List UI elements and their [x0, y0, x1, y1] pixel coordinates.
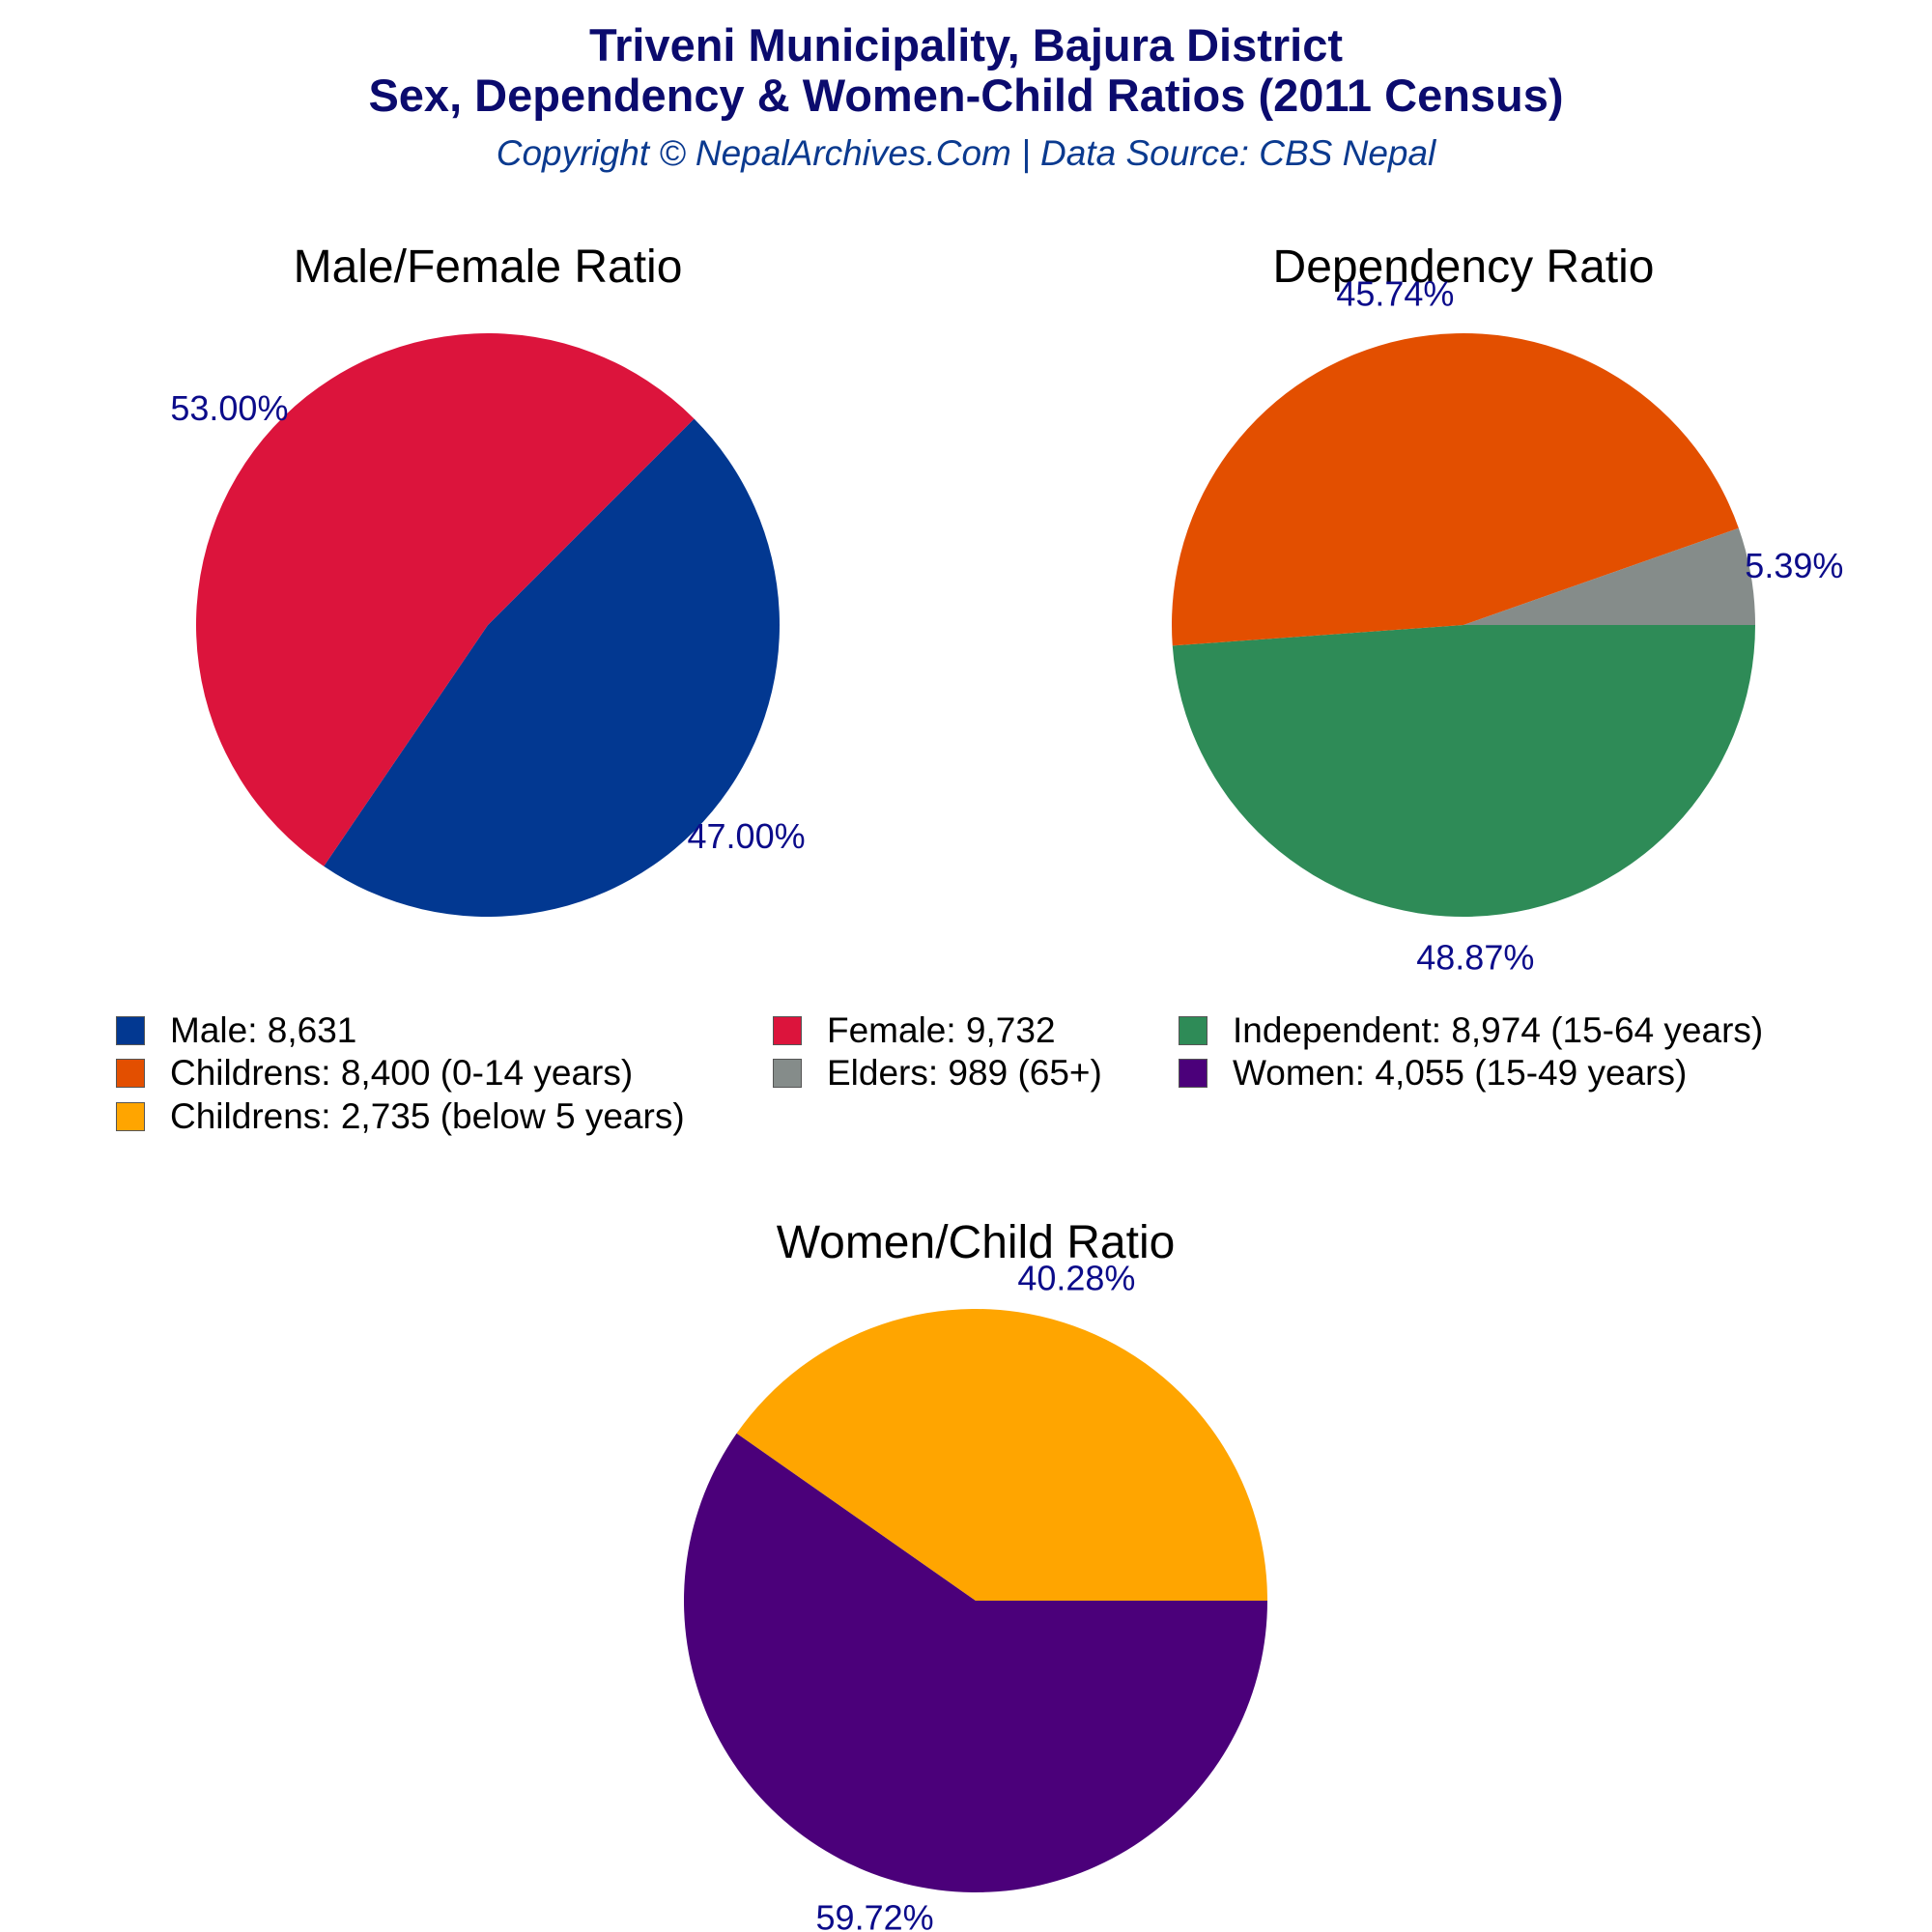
- pie-slice: [1463, 527, 1755, 625]
- pie-title: Male/Female Ratio: [294, 242, 683, 293]
- pie-dependency: Dependency Ratio 48.87% 45.74% 5.39%: [1172, 242, 1843, 978]
- pie-male-female: Male/Female Ratio 47.00% 53.00%: [170, 242, 806, 918]
- pie-slice-label: 53.00%: [170, 388, 288, 428]
- chart-title: Triveni Municipality, Bajura District: [588, 19, 1344, 71]
- pie-slice: [1172, 333, 1739, 646]
- pie-women-child: Women/Child Ratio 59.72% 40.28%: [683, 1217, 1267, 1932]
- pie-slice: [736, 1309, 1267, 1601]
- chart-title-line2: Sex, Dependency & Women-Child Ratios (20…: [368, 70, 1564, 121]
- pie-slice-label: 48.87%: [1416, 938, 1534, 978]
- pie-slice-label: 59.72%: [816, 1898, 934, 1932]
- pie-title: Women/Child Ratio: [777, 1217, 1176, 1268]
- pie-title: Dependency Ratio: [1273, 242, 1655, 293]
- pie-slice: [324, 418, 780, 918]
- pie-slice-label: 40.28%: [1017, 1258, 1135, 1297]
- pie-slice: [196, 332, 695, 867]
- pie-slice-label: 45.74%: [1336, 273, 1454, 313]
- pie-slice: [1172, 625, 1755, 917]
- chart-subtitle: Copyright © NepalArchives.Com | Data Sou…: [496, 133, 1436, 173]
- pie-slice-label: 5.39%: [1745, 546, 1843, 585]
- pie-slice: [683, 1433, 1267, 1892]
- pie-slice-label: 47.00%: [688, 816, 806, 856]
